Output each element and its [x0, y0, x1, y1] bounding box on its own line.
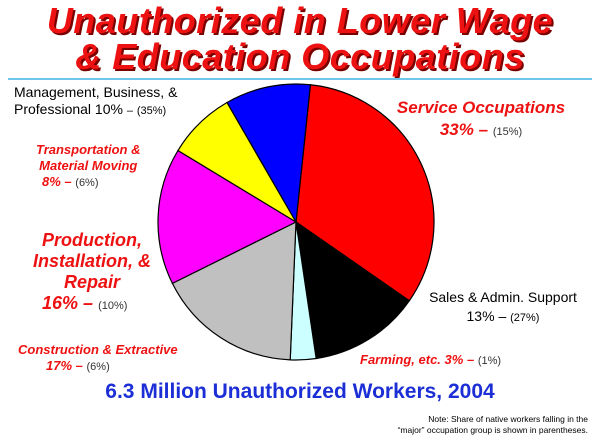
label-farming-name: Farming, etc. — [360, 352, 441, 367]
label-construction: Construction & Extractive 17% – (6%) — [18, 342, 178, 375]
label-transport-dash: – — [64, 174, 72, 189]
label-construction-dash: – — [75, 358, 83, 373]
label-sales-pct: 13% — [466, 308, 495, 324]
note-line1: Note: Share of native workers falling in… — [428, 414, 588, 424]
label-management-native: (35%) — [136, 105, 167, 117]
pie-slice-construction-extractive — [171, 221, 297, 361]
pie-slice-production-installation-repair — [157, 149, 298, 285]
label-service-name: Service Occupations — [396, 98, 566, 117]
label-transport-native: (6%) — [75, 177, 99, 189]
pie-slice-sales-admin-support — [295, 220, 411, 360]
label-service-native: (15%) — [492, 126, 523, 138]
label-production-pct: 16% — [42, 293, 79, 313]
label-farming-pct: 3% — [444, 352, 464, 367]
pie-slice-service-occupations — [295, 84, 435, 302]
title-divider — [8, 78, 592, 80]
label-construction-native: (6%) — [86, 361, 110, 373]
note: Note: Share of native workers falling in… — [398, 414, 588, 436]
label-farming-native: (1%) — [477, 355, 502, 367]
pie-slice-management-business-professional — [226, 83, 312, 224]
chart-title-line1: Unauthorized in Lower Wage — [46, 0, 554, 41]
label-management: Management, Business, & Professional 10%… — [14, 84, 177, 120]
label-sales-dash: – — [498, 308, 507, 324]
label-farming-dash: – — [466, 352, 475, 367]
label-production: Production, Installation, & Repair 16% –… — [22, 230, 162, 317]
label-transport-line1: Transportation & — [36, 142, 141, 157]
label-sales-name: Sales & Admin. Support — [429, 289, 577, 305]
label-production-native: (10%) — [98, 300, 128, 312]
label-service-dash: – — [478, 120, 489, 139]
label-management-line2: Professional 10% — [14, 101, 123, 117]
label-construction-pct: 17% — [46, 358, 73, 373]
label-construction-name: Construction & Extractive — [18, 342, 178, 357]
label-production-line1: Production, — [42, 230, 142, 250]
label-sales-native: (27%) — [510, 312, 540, 324]
footer-total: 6.3 Million Unauthorized Workers, 2004 — [105, 380, 495, 403]
note-line2: “major” occupation group is shown in par… — [397, 425, 588, 435]
label-transport: Transportation & Material Moving 8% – (6… — [36, 142, 141, 191]
label-management-dash: – — [126, 105, 133, 117]
label-transport-line2: Material Moving — [39, 158, 138, 173]
label-sales: Sales & Admin. Support 13% – (27%) — [418, 288, 588, 328]
label-management-line1: Management, Business, & — [14, 84, 178, 100]
label-farming: Farming, etc. 3% – (1%) — [360, 352, 501, 369]
label-transport-pct: 8% — [42, 174, 61, 189]
label-production-dash: – — [83, 293, 94, 313]
label-service-pct: 33% — [439, 120, 474, 139]
label-production-line2: Installation, & — [32, 251, 151, 271]
chart-title-line2: & Education Occupations — [75, 36, 525, 77]
label-service: Service Occupations 33% – (15%) — [386, 97, 576, 143]
label-production-line3: Repair — [63, 272, 121, 292]
